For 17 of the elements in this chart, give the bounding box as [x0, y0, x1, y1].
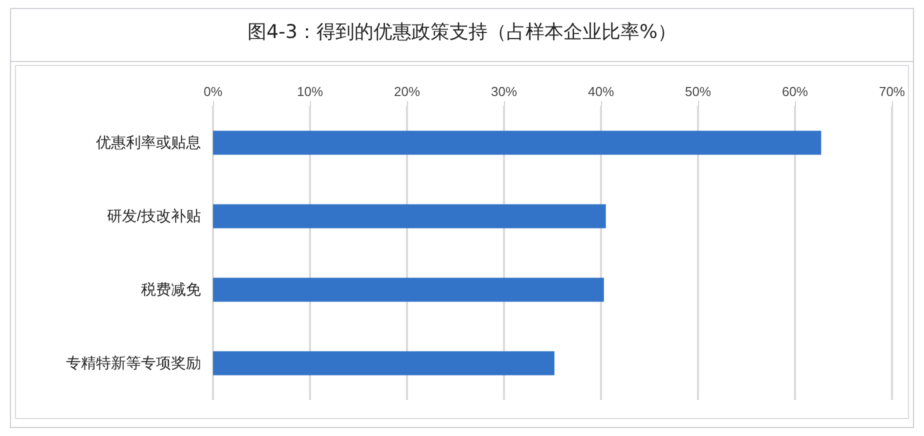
- x-tick-label: 30%: [490, 84, 518, 99]
- y-tick-label: 税费减免: [141, 281, 201, 298]
- x-tick-label: 50%: [684, 84, 712, 99]
- x-tick-label: 70%: [878, 84, 906, 99]
- chart-title: 图4-3：得到的优惠政策支持（占样本企业比率%）: [11, 9, 913, 62]
- y-tick-label: 专精特新等专项奖励: [66, 354, 201, 372]
- bar: [213, 351, 554, 376]
- x-tick-label: 0%: [204, 84, 223, 99]
- x-tick-label: 10%: [296, 84, 324, 99]
- bar: [213, 278, 604, 302]
- x-tick-label: 40%: [588, 84, 614, 99]
- x-tick-label: 60%: [782, 84, 808, 99]
- bar: [213, 130, 822, 155]
- y-tick-label: 研发/技改补贴: [106, 208, 201, 225]
- bar: [213, 204, 606, 228]
- x-tick-label: 20%: [394, 84, 420, 99]
- y-tick-label: 优惠利率或贴息: [96, 134, 201, 152]
